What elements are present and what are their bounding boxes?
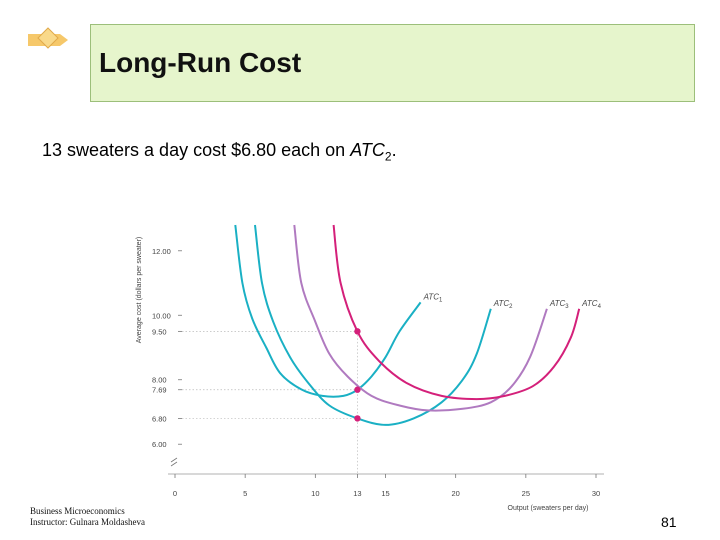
x-tick-label: 0 <box>173 489 177 498</box>
x-axis-label: Output (sweaters per day) <box>508 505 589 512</box>
diamond-logo-icon <box>28 27 68 49</box>
subtitle-prefix: 13 sweaters a day cost $6.80 each on <box>42 140 351 160</box>
x-tick-label: 5 <box>243 489 247 498</box>
highlight-point <box>354 415 361 422</box>
x-tick-label: 10 <box>311 489 319 498</box>
slide-subtitle: 13 sweaters a day cost $6.80 each on ATC… <box>42 140 397 164</box>
curve-atc1 <box>234 224 422 398</box>
curve-label-atc2: ATC2 <box>493 299 513 310</box>
x-tick-label: 25 <box>522 489 530 498</box>
subtitle-curve-sub: 2 <box>384 149 392 164</box>
x-tick-label: 15 <box>381 489 389 498</box>
y-tick-label: 8.00 <box>152 376 167 385</box>
y-tick-label: 7.69 <box>152 386 167 395</box>
curve-atc2 <box>254 224 492 426</box>
curve-label-atc3: ATC3 <box>549 299 569 310</box>
y-tick-label: 6.00 <box>152 440 167 449</box>
curve-label-atc1: ATC1 <box>423 292 443 303</box>
y-tick-label: 9.50 <box>152 327 167 336</box>
subtitle-curve-name: ATC <box>350 140 385 160</box>
y-axis-break-mark <box>170 457 178 467</box>
footer-line-course: Business Microeconomics <box>30 506 125 516</box>
subtitle-suffix: . <box>391 140 397 160</box>
y-tick-label: 6.80 <box>152 414 167 423</box>
title-box: Long-Run Cost <box>90 24 695 102</box>
y-tick-label: 10.00 <box>152 311 171 320</box>
curve-atc3 <box>293 224 548 412</box>
curve-atc4 <box>332 224 581 401</box>
highlight-point <box>354 328 361 335</box>
footer-line-instructor: Instructor: Gulnara Moldasheva <box>30 517 145 527</box>
page-number: 81 <box>661 514 677 530</box>
y-tick-label: 12.00 <box>152 247 171 256</box>
slide-title: Long-Run Cost <box>99 47 302 78</box>
x-tick-label: 13 <box>353 489 361 498</box>
y-axis-label: Average cost (dollars per sweater) <box>136 237 143 343</box>
curve-label-atc4: ATC4 <box>581 299 601 310</box>
x-tick-label: 20 <box>451 489 459 498</box>
x-tick-label: 30 <box>592 489 600 498</box>
footer-text: Business Microeconomics Instructor: Guln… <box>30 506 145 528</box>
highlight-point <box>354 386 361 393</box>
